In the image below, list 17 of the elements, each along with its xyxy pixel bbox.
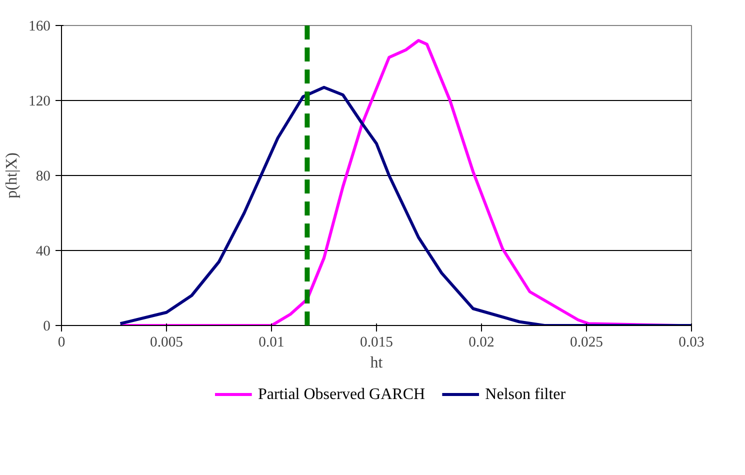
x-tick-label: 0.02 xyxy=(468,334,494,350)
y-tick-label: 120 xyxy=(28,94,50,110)
x-tick-label: 0.015 xyxy=(360,334,393,350)
legend-label: Nelson filter xyxy=(485,386,566,403)
y-axis-title: p(ht|X) xyxy=(4,152,21,198)
x-tick-label: 0.025 xyxy=(570,334,603,350)
y-tick-label: 160 xyxy=(28,18,50,34)
y-tick-label: 80 xyxy=(36,168,50,184)
x-tick-label: 0.01 xyxy=(258,334,284,350)
x-tick-label: 0 xyxy=(58,334,66,350)
line-series xyxy=(118,86,692,326)
y-tick-label: 0 xyxy=(43,318,50,334)
x-axis-title: ht xyxy=(370,354,384,372)
legend-label: Partial Observed GARCH xyxy=(258,386,426,403)
x-tick-label: 0.005 xyxy=(150,334,183,350)
x-tick-label: 0.03 xyxy=(678,334,704,350)
y-tick-label: 40 xyxy=(36,244,50,260)
